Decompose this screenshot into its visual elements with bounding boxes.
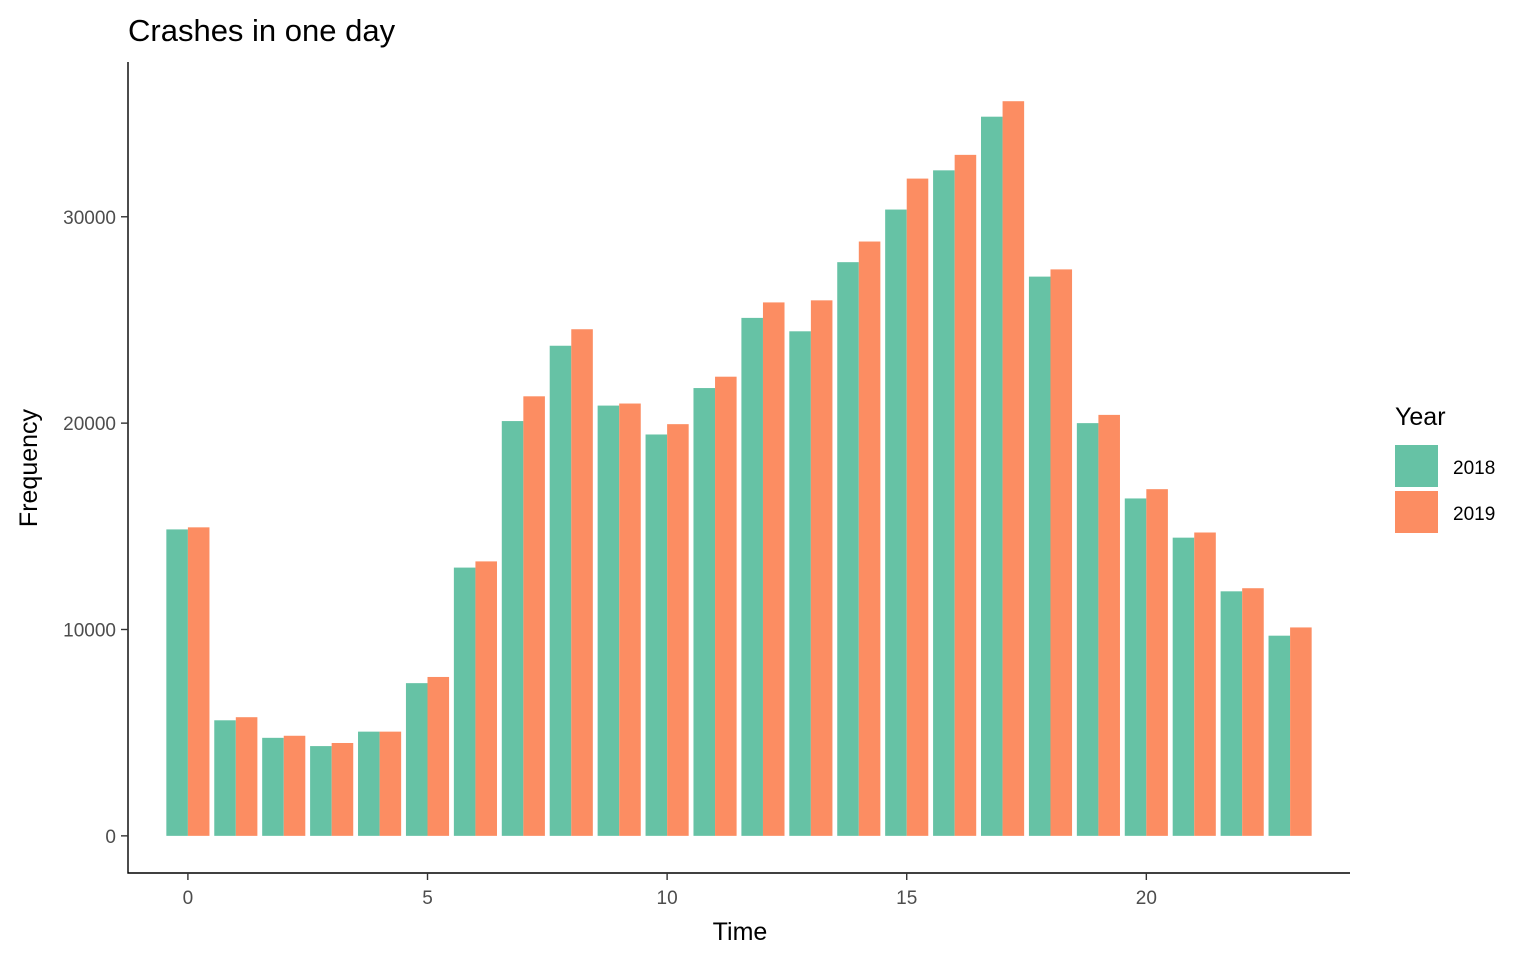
bar-2019-10 bbox=[667, 424, 689, 836]
bar-2018-5 bbox=[405, 683, 428, 836]
legend-label-2018: 2018 bbox=[1453, 458, 1495, 479]
x-axis-title: Time bbox=[713, 918, 768, 946]
bar-2019-23 bbox=[1290, 627, 1312, 836]
bar-2019-14 bbox=[858, 241, 881, 836]
bar-2019-11 bbox=[715, 376, 737, 836]
bar-2019-6 bbox=[475, 561, 497, 836]
bar-2019-1 bbox=[235, 717, 258, 836]
bar-2018-14 bbox=[837, 262, 859, 836]
bar-2019-2 bbox=[283, 735, 306, 836]
bar-2019-9 bbox=[619, 403, 641, 836]
bar-2019-15 bbox=[906, 178, 929, 836]
legend-swatch-2018 bbox=[1395, 445, 1438, 487]
bar-2019-3 bbox=[331, 742, 354, 836]
bar-2018-22 bbox=[1220, 591, 1243, 836]
bar-2019-12 bbox=[762, 302, 785, 836]
bar-2018-9 bbox=[597, 405, 620, 836]
x-tick-label: 15 bbox=[896, 888, 917, 909]
bar-2018-2 bbox=[262, 737, 284, 836]
bar-2018-15 bbox=[885, 209, 907, 836]
bar-2018-23 bbox=[1268, 635, 1291, 836]
bar-2019-19 bbox=[1098, 414, 1120, 836]
bar-2018-7 bbox=[501, 421, 524, 836]
bar-2018-6 bbox=[453, 567, 476, 836]
bar-2019-22 bbox=[1242, 588, 1264, 836]
x-tick-label: 10 bbox=[657, 888, 678, 909]
x-tick-label: 20 bbox=[1136, 888, 1157, 909]
bar-2019-0 bbox=[187, 527, 210, 836]
legend-swatch-2019 bbox=[1395, 491, 1438, 533]
legend-title: Year bbox=[1395, 403, 1446, 431]
x-axis: 0 5 10 15 20 bbox=[183, 873, 1157, 909]
y-axis-title: Frequency bbox=[15, 408, 43, 527]
bar-2019-16 bbox=[954, 154, 977, 836]
bar-2018-3 bbox=[310, 746, 332, 836]
bar-2018-17 bbox=[981, 116, 1003, 836]
legend: Year 2018 2019 bbox=[1395, 403, 1495, 533]
legend-items: 2018 2019 bbox=[1395, 445, 1495, 533]
bar-2018-16 bbox=[933, 170, 955, 836]
bar-2018-11 bbox=[693, 388, 716, 836]
x-tick-label: 5 bbox=[422, 888, 433, 909]
bar-2018-18 bbox=[1028, 276, 1051, 836]
bar-2018-4 bbox=[358, 731, 380, 836]
legend-label-2019: 2019 bbox=[1453, 504, 1495, 525]
bar-2018-13 bbox=[789, 331, 811, 836]
bar-2019-18 bbox=[1050, 269, 1073, 836]
bar-2019-8 bbox=[571, 329, 593, 836]
bar-2019-7 bbox=[523, 396, 545, 836]
bar-2019-4 bbox=[379, 731, 402, 836]
y-tick-label: 20000 bbox=[63, 414, 116, 435]
bar-2018-10 bbox=[645, 434, 668, 836]
chart-title: Crashes in one day bbox=[128, 13, 396, 48]
x-tick-label: 0 bbox=[183, 888, 194, 909]
bar-2019-21 bbox=[1194, 532, 1216, 836]
bar-2018-21 bbox=[1172, 537, 1195, 836]
bar-2018-19 bbox=[1076, 423, 1099, 836]
bar-2019-5 bbox=[427, 676, 450, 836]
bar-2019-17 bbox=[1002, 101, 1025, 836]
bar-2018-8 bbox=[549, 345, 572, 836]
bar-2018-12 bbox=[741, 317, 763, 836]
bar-2018-20 bbox=[1124, 498, 1147, 836]
axes bbox=[127, 62, 1350, 874]
bar-2018-1 bbox=[214, 720, 236, 836]
bars-layer bbox=[166, 101, 1312, 836]
bar-2019-20 bbox=[1146, 489, 1168, 836]
y-tick-label: 30000 bbox=[63, 208, 116, 229]
bar-2018-0 bbox=[166, 529, 188, 836]
bar-2019-13 bbox=[810, 300, 833, 836]
y-tick-label: 0 bbox=[105, 827, 116, 848]
y-tick-label: 10000 bbox=[63, 620, 116, 641]
y-axis: 0 10000 20000 30000 bbox=[63, 208, 128, 848]
